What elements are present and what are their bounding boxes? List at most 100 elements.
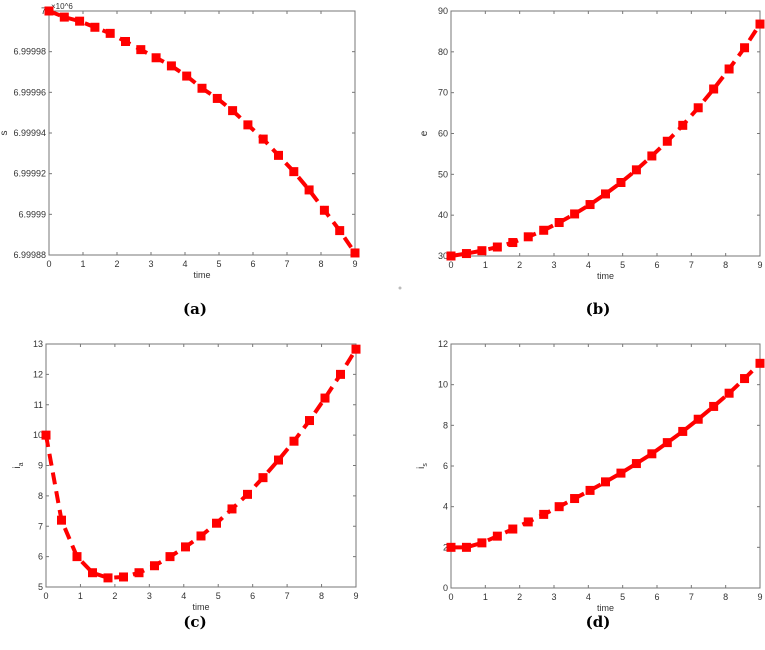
data-point-marker [631,165,641,175]
y-tick-label: 13 [33,339,43,349]
y-tick-label: 90 [438,6,448,16]
x-tick-label: 0 [46,259,51,269]
y-tick-label: 6.99988 [13,250,46,260]
x-tick-label: 6 [654,592,659,602]
data-point-marker [320,393,330,403]
data-point-marker [662,136,672,146]
x-tick-label: 8 [319,591,324,601]
x-tick-label: 0 [43,591,48,601]
y-tick-label: 60 [438,129,448,139]
y-tick-label: 30 [438,251,448,261]
data-point-marker [57,515,66,525]
x-tick-label: 1 [78,591,83,601]
y-tick-label: 10 [33,430,43,440]
data-point-marker [88,568,97,578]
data-point-marker [274,455,283,465]
data-point-marker [274,150,283,160]
x-tick-label: 1 [483,592,488,602]
y-tick-label: 11 [34,400,43,410]
y-axis-label-subscript: a [18,462,25,466]
x-tick-label: 4 [181,591,186,601]
y-tick-label: 4 [443,502,448,512]
data-point-marker [477,538,487,548]
x-tick-label: 5 [620,592,625,602]
data-point-marker [243,489,252,499]
data-point-marker [523,232,533,242]
x-tick-label: 3 [551,260,556,270]
data-point-marker [41,430,51,440]
y-tick-label: 6 [443,461,448,471]
y-tick-label: 8 [443,420,448,430]
y-tick-label: 8 [38,491,43,501]
data-point-marker [119,572,128,582]
x-tick-label: 0 [448,260,453,270]
x-tick-label: 7 [285,591,290,601]
data-point-marker [59,12,69,22]
data-point-marker [304,185,314,195]
x-tick-label: 1 [483,260,488,270]
caption-c: (c) [183,613,207,631]
data-point-marker [616,468,626,478]
data-point-marker [319,205,329,215]
data-point-marker [75,16,85,26]
axes-box [45,343,357,588]
y-tick-label: 5 [38,582,43,592]
data-point-marker [166,61,176,71]
data-point-marker [740,43,750,53]
data-point-marker [755,19,765,29]
y-multiplier-label: ×10^6 [51,2,73,11]
data-point-marker [243,120,253,130]
data-point-marker [601,477,610,487]
subplot-b: 0 1 2 3 4 5 6 7 8 9 30 40 50 60 70 80 90 time e [419,6,765,281]
data-point-marker [227,504,237,514]
x-tick-label: 7 [284,259,289,269]
caption-a: (a) [183,300,207,318]
caption-d: (d) [585,613,611,631]
data-point-marker [305,416,314,426]
data-point-marker [616,178,626,187]
data-point-marker [351,344,361,354]
x-tick-label: 2 [112,591,117,601]
y-tick-label: 6.99998 [13,47,46,57]
y-tick-label: 2 [443,542,448,552]
data-point-marker [136,45,146,55]
x-tick-label: 7 [689,592,694,602]
x-tick-label: 5 [216,259,221,269]
data-point-marker [335,226,345,236]
y-tick-label: 10 [438,380,448,390]
data-point-marker [446,251,456,261]
x-axis-label: time [192,602,209,612]
y-tick-label: 40 [438,210,448,220]
data-point-marker [508,524,518,534]
data-point-marker [570,209,580,219]
data-point-marker [740,374,750,384]
data-point-marker [601,189,610,199]
data-point-marker [165,552,175,562]
x-tick-label: 9 [353,591,358,601]
data-point-marker [350,248,360,258]
y-tick-label: 6 [38,552,43,562]
y-tick-label: 6.9999 [18,209,46,219]
data-point-marker [709,84,719,94]
data-point-marker [709,401,719,411]
y-tick-label: 50 [438,169,448,179]
x-axis-label: time [597,271,614,281]
data-point-marker [570,494,580,504]
x-tick-label: 5 [216,591,221,601]
y-axis-label: e [419,130,430,136]
x-tick-label: 8 [318,259,323,269]
y-tick-label: 7 [38,521,43,531]
y-axis-label: is [416,463,429,469]
data-point-marker [336,369,345,379]
x-tick-label: 5 [620,260,625,270]
x-tick-label: 6 [250,259,255,269]
data-point-marker [134,568,144,578]
x-tick-label: 1 [80,259,85,269]
series-line [451,361,762,550]
data-point-marker [151,53,161,63]
x-tick-label: 3 [551,592,556,602]
y-tick-label: 70 [438,88,448,98]
